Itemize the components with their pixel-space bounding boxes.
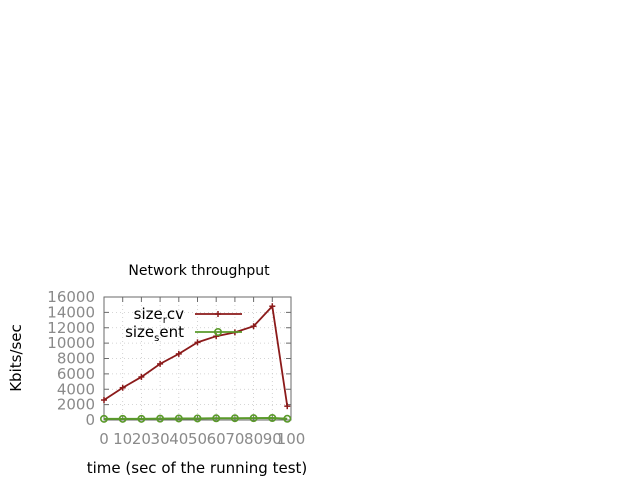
legend-entry: sizesent bbox=[125, 323, 242, 344]
series-sizesent bbox=[100, 414, 292, 423]
x-tick-label: 20 bbox=[132, 430, 151, 448]
series-sizesent-point bbox=[230, 414, 239, 423]
x-tick-label: 90 bbox=[263, 430, 282, 448]
y-tick-label: 2000 bbox=[57, 396, 95, 414]
y-tick-label: 8000 bbox=[57, 350, 95, 368]
legend-marker bbox=[214, 327, 223, 336]
series-sizesent-point bbox=[174, 414, 183, 423]
y-axis-label: Kbits/sec bbox=[7, 324, 25, 392]
series-sizesent-point bbox=[193, 414, 202, 423]
series-sizercv bbox=[101, 303, 291, 410]
legend-label: sizesent bbox=[125, 323, 184, 344]
x-tick-label: 60 bbox=[207, 430, 226, 448]
series-sizesent-point bbox=[137, 414, 146, 423]
series-sizercv-point bbox=[119, 384, 126, 391]
x-tick-label: 40 bbox=[169, 430, 188, 448]
x-tick-label: 80 bbox=[244, 430, 263, 448]
x-tick-label: 70 bbox=[225, 430, 244, 448]
y-tick-label: 14000 bbox=[47, 303, 95, 321]
series-sizercv-point bbox=[138, 373, 145, 380]
x-tick-label: 30 bbox=[151, 430, 170, 448]
x-tick-label: 0 bbox=[99, 430, 109, 448]
x-tick-label: 100 bbox=[277, 430, 306, 448]
series-sizesent-point bbox=[212, 414, 221, 423]
y-tick-label: 4000 bbox=[57, 380, 95, 398]
y-tick-label: 16000 bbox=[47, 288, 95, 306]
y-tick-label: 10000 bbox=[47, 334, 95, 352]
series-sizesent-point bbox=[249, 414, 258, 423]
x-tick-label: 10 bbox=[113, 430, 132, 448]
legend-marker bbox=[215, 311, 221, 317]
legend-label: sizercv bbox=[134, 305, 184, 326]
series-sizesent-point bbox=[100, 414, 109, 423]
y-tick-label: 0 bbox=[85, 411, 95, 429]
y-tick-label: 6000 bbox=[57, 365, 95, 383]
series-sizercv-point bbox=[250, 323, 257, 330]
series-sizesent-point bbox=[118, 414, 127, 423]
series-sizesent-point bbox=[283, 414, 292, 423]
y-tick-label: 12000 bbox=[47, 319, 95, 337]
series-sizercv-point bbox=[101, 397, 107, 404]
series-sizercv-point bbox=[157, 360, 164, 367]
chart-title: Network throughput bbox=[128, 263, 270, 279]
series-sizercv-point bbox=[284, 403, 291, 410]
series-sizercv-point bbox=[269, 303, 276, 310]
series-sizesent-point bbox=[268, 414, 277, 423]
series-sizercv-point bbox=[175, 350, 182, 357]
x-tick-label: 50 bbox=[188, 430, 207, 448]
series-sizesent-point bbox=[156, 414, 165, 423]
series-sizesent-line bbox=[104, 417, 288, 420]
legend-entry: sizercv bbox=[134, 305, 242, 326]
series-sizercv-point bbox=[194, 339, 201, 346]
series-layer bbox=[100, 303, 292, 423]
x-axis-label: time (sec of the running test) bbox=[87, 459, 308, 477]
series-sizercv-line bbox=[103, 304, 289, 407]
